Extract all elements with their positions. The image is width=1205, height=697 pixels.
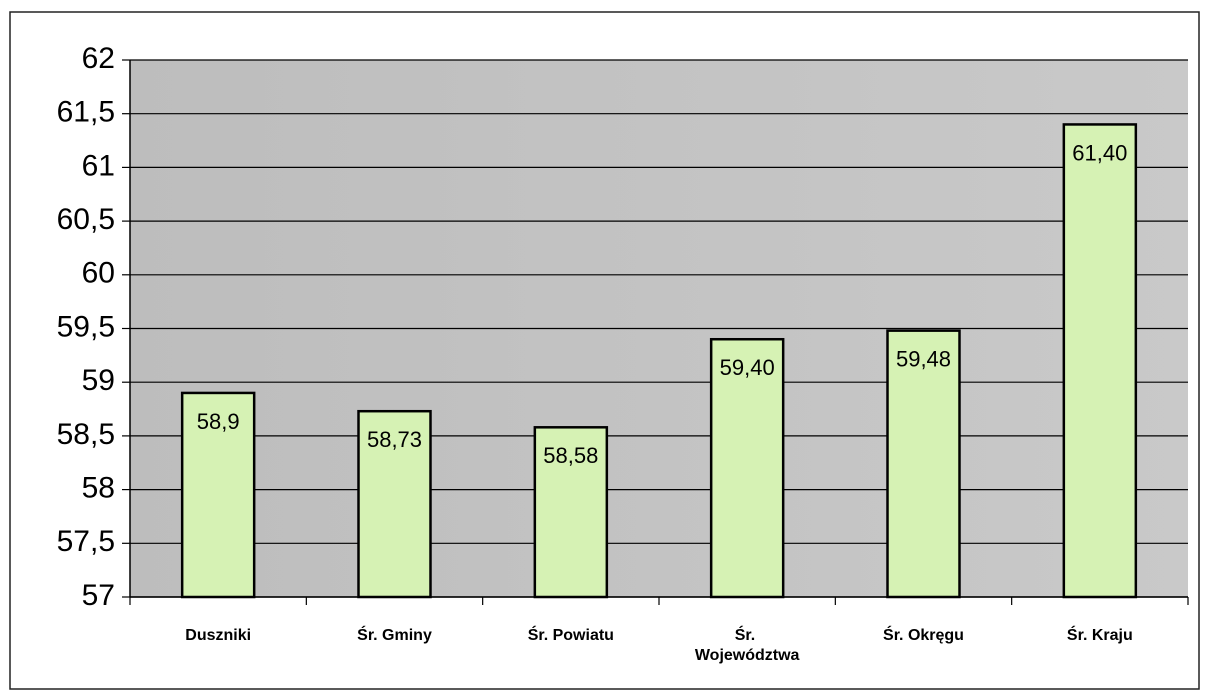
- bar: [886, 329, 961, 599]
- x-tick-label: Śr. Województwa: [695, 625, 800, 664]
- data-label: 58,58: [543, 443, 598, 468]
- y-tick-label: 57: [82, 579, 115, 612]
- bar: [709, 337, 785, 599]
- bar: [533, 426, 609, 599]
- data-label: 58,73: [367, 427, 422, 452]
- y-tick-label: 61,5: [57, 96, 115, 129]
- y-tick-label: 59: [82, 364, 115, 397]
- bar: [357, 409, 432, 599]
- y-tick-label: 62: [82, 42, 115, 75]
- bar: [180, 391, 256, 599]
- y-tick-label: 60,5: [57, 203, 115, 236]
- data-label: 58,9: [197, 409, 240, 434]
- y-tick-label: 58: [82, 472, 115, 505]
- data-label: 61,40: [1072, 140, 1127, 165]
- x-tick-label: Śr. Okręgu: [883, 625, 964, 644]
- data-label: 59,40: [720, 355, 775, 380]
- x-tick-label: Śr. Gminy: [357, 625, 432, 644]
- y-tick-label: 57,5: [57, 525, 115, 558]
- y-tick-label: 60: [82, 257, 115, 290]
- x-tick-label: Śr. Powiatu: [528, 625, 614, 644]
- data-label: 59,48: [896, 346, 951, 371]
- x-tick-label: Duszniki: [185, 627, 251, 644]
- y-tick-label: 59,5: [57, 310, 115, 343]
- x-tick-label: Śr. Kraju: [1067, 625, 1133, 644]
- bar: [1062, 123, 1138, 599]
- y-tick-label: 58,5: [57, 418, 115, 451]
- y-tick-label: 61: [82, 149, 115, 182]
